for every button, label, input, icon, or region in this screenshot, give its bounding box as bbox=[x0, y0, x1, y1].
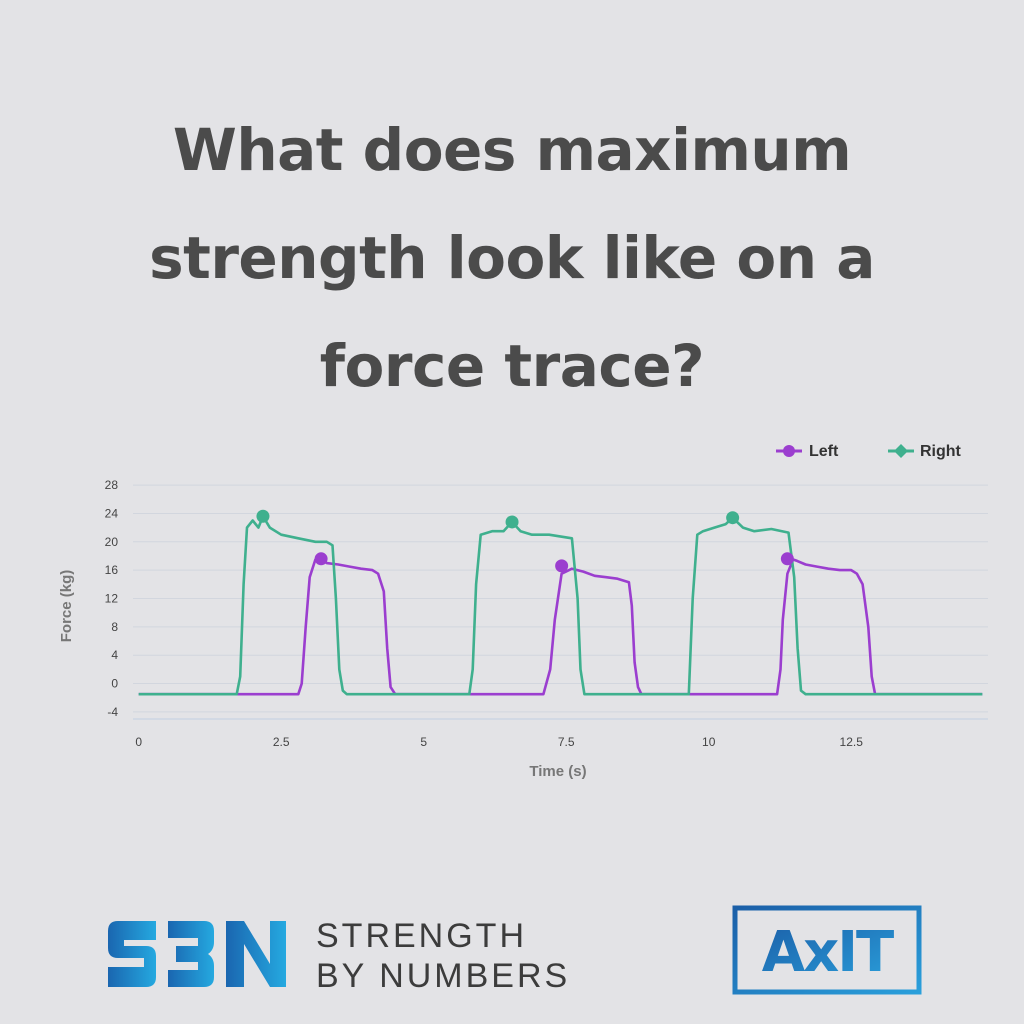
sbn-s-glyph bbox=[108, 921, 156, 987]
legend-item-left[interactable]: Left bbox=[776, 443, 839, 460]
y-axis-ticks: 28 24 20 16 12 8 4 0 -4 bbox=[105, 478, 119, 719]
sbn-wordmark-line-2: BY NUMBERS bbox=[316, 957, 571, 995]
axit-logo: AxIT bbox=[732, 905, 922, 995]
headline: What does maximum strength look like on … bbox=[0, 96, 1024, 420]
y-tick-label: -4 bbox=[107, 705, 118, 719]
sbn-b-glyph bbox=[168, 921, 214, 987]
x-tick-label: 7.5 bbox=[558, 735, 575, 749]
y-tick-label: 12 bbox=[105, 592, 119, 606]
y-tick-label: 0 bbox=[111, 677, 118, 691]
series-lines bbox=[138, 515, 983, 696]
y-tick-label: 24 bbox=[105, 506, 119, 520]
peak-marker-left-2 bbox=[555, 559, 569, 573]
y-axis-label: Force (kg) bbox=[58, 570, 75, 643]
sbn-logo bbox=[108, 921, 286, 987]
sbn-n-glyph bbox=[226, 921, 286, 987]
y-tick-label: 16 bbox=[105, 563, 119, 577]
peak-marker-right-3 bbox=[726, 511, 740, 525]
headline-line-2: strength look like on a bbox=[149, 224, 875, 292]
peak-markers bbox=[256, 509, 794, 573]
x-tick-label: 5 bbox=[420, 735, 427, 749]
y-tick-label: 8 bbox=[111, 620, 118, 634]
y-tick-label: 4 bbox=[111, 648, 118, 662]
peak-marker-right-2 bbox=[505, 515, 519, 529]
legend-item-right[interactable]: Right bbox=[888, 443, 962, 460]
x-axis-ticks: 0 2.5 5 7.5 10 12.5 bbox=[135, 735, 863, 749]
series-line-left bbox=[138, 557, 983, 696]
x-axis-label: Time (s) bbox=[529, 763, 586, 780]
axit-frame bbox=[732, 905, 922, 995]
x-tick-label: 12.5 bbox=[840, 735, 864, 749]
sbn-wordmark: STRENGTH BY NUMBERS bbox=[316, 916, 570, 996]
legend-left-label: Left bbox=[809, 443, 839, 460]
y-tick-label: 20 bbox=[105, 535, 119, 549]
axit-mark: AxIT bbox=[762, 920, 894, 985]
peak-marker-left-3 bbox=[780, 552, 794, 566]
peak-marker-left-1 bbox=[314, 552, 328, 566]
force-trace-chart: 28 24 20 16 12 8 4 0 -4 0 2.5 5 7.5 10 12.5 Force (kg… bbox=[58, 443, 988, 780]
grid bbox=[133, 484, 988, 713]
legend: Left Right bbox=[776, 443, 962, 460]
legend-left-marker bbox=[783, 445, 795, 457]
x-tick-label: 2.5 bbox=[273, 735, 290, 749]
series-line-right bbox=[138, 515, 983, 696]
headline-line-3: force trace? bbox=[319, 332, 705, 400]
headline-line-1: What does maximum bbox=[172, 116, 852, 184]
x-tick-label: 0 bbox=[135, 735, 142, 749]
legend-right-label: Right bbox=[920, 443, 962, 460]
y-tick-label: 28 bbox=[105, 478, 119, 492]
peak-marker-right-1 bbox=[256, 509, 270, 523]
x-tick-label: 10 bbox=[702, 735, 716, 749]
legend-right-marker bbox=[894, 444, 908, 458]
sbn-wordmark-line-1: STRENGTH bbox=[316, 917, 527, 955]
